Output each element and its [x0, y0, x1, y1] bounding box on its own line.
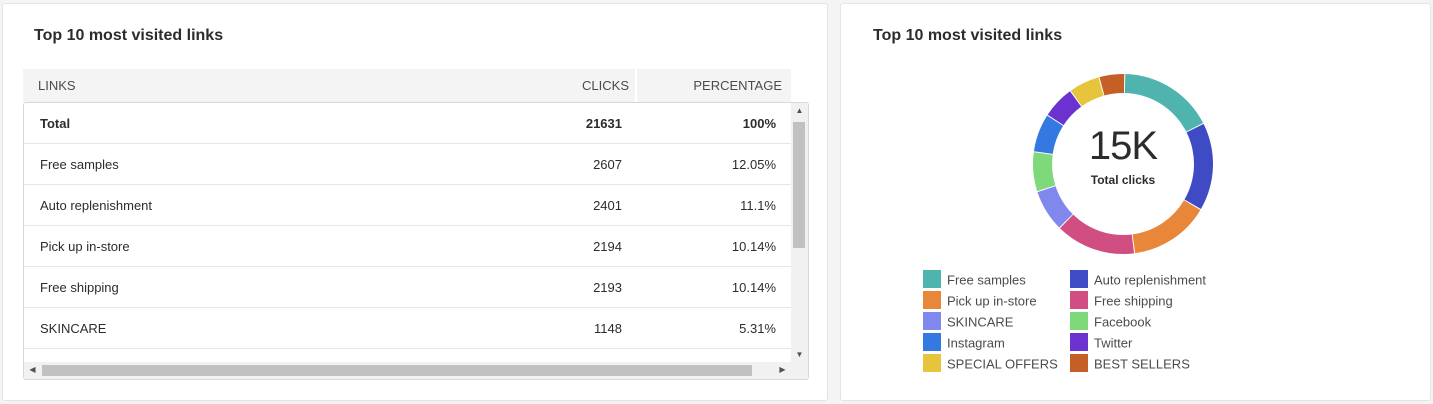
- legend-item[interactable]: Facebook: [1070, 312, 1152, 334]
- table-row: Pick up in-store 2194 10.14%: [24, 226, 791, 267]
- percentage-cell: 12.05%: [731, 157, 776, 172]
- table-row-total: Total 21631 100%: [24, 103, 791, 144]
- table-body: Total 21631 100% Free samples 2607 12.05…: [23, 102, 809, 380]
- link-cell: Free shipping: [40, 280, 119, 295]
- donut-slice-pick-up-in-store[interactable]: [1132, 200, 1201, 254]
- column-header-percentage[interactable]: PERCENTAGE: [693, 78, 782, 93]
- table-row: Free shipping 2193 10.14%: [24, 267, 791, 308]
- card-title: Top 10 most visited links: [34, 27, 224, 44]
- links-table-card: Top 10 most visited links LINKS CLICKS P…: [2, 3, 828, 401]
- clicks-cell: 21631: [585, 116, 622, 131]
- legend-swatch: [1070, 333, 1088, 351]
- link-cell: Total: [40, 116, 71, 131]
- percentage-cell: 10.14%: [731, 280, 776, 295]
- percentage-cell: 5.31%: [739, 321, 776, 336]
- scroll-up-arrow-icon[interactable]: ▲: [795, 106, 804, 115]
- links-donut-card: Top 10 most visited links 15K Total clic…: [840, 3, 1431, 401]
- table-header: LINKS CLICKS PERCENTAGE: [23, 69, 791, 102]
- legend-swatch: [1070, 354, 1088, 372]
- donut-center-label: Total clicks: [1090, 173, 1156, 187]
- scroll-down-arrow-icon[interactable]: ▼: [795, 350, 804, 359]
- percentage-cell: 100%: [742, 116, 776, 131]
- link-cell: SKINCARE: [40, 321, 107, 336]
- legend-label: Free samples: [947, 272, 1026, 288]
- legend-label: Twitter: [1094, 335, 1133, 351]
- percentage-cell: 10.14%: [731, 239, 776, 254]
- column-header-clicks[interactable]: CLICKS: [582, 78, 629, 93]
- donut-slice-facebook[interactable]: [1033, 152, 1056, 192]
- donut-slice-free-shipping[interactable]: [1059, 214, 1135, 254]
- legend-label: Auto replenishment: [1094, 272, 1207, 288]
- legend-label: Free shipping: [1094, 293, 1173, 309]
- column-header-links[interactable]: LINKS: [38, 78, 76, 93]
- donut-slice-skincare[interactable]: [1037, 186, 1073, 228]
- legend-item[interactable]: SPECIAL OFFERS: [923, 354, 1058, 376]
- legend-label: SKINCARE: [947, 314, 1014, 330]
- legend-swatch: [923, 354, 941, 372]
- donut-slice-free-samples[interactable]: [1124, 74, 1204, 132]
- link-cell: Auto replenishment: [40, 198, 153, 213]
- legend-swatch: [1070, 270, 1088, 288]
- legend-item[interactable]: Free shipping: [1070, 291, 1173, 313]
- donut-slice-instagram[interactable]: [1033, 115, 1064, 154]
- legend-label: BEST SELLERS: [1094, 356, 1190, 372]
- legend-label: Pick up in-store: [947, 293, 1037, 309]
- legend-item[interactable]: Free samples: [923, 270, 1026, 292]
- legend-item[interactable]: BEST SELLERS: [1070, 354, 1190, 376]
- donut-slice-special-offers[interactable]: [1070, 77, 1104, 107]
- link-cell: Pick up in-store: [40, 239, 130, 254]
- donut-center-value: 15K: [1088, 124, 1158, 168]
- donut-slice-auto-replenishment[interactable]: [1184, 123, 1213, 210]
- donut-slice-twitter[interactable]: [1047, 91, 1082, 126]
- donut-slice-best-sellers[interactable]: [1099, 74, 1125, 96]
- legend-item[interactable]: Twitter: [1070, 333, 1133, 355]
- legend-item[interactable]: Pick up in-store: [923, 291, 1037, 313]
- clicks-cell: 2194: [593, 239, 622, 254]
- legend-swatch: [1070, 312, 1088, 330]
- scroll-right-arrow-icon[interactable]: ▶: [779, 365, 786, 374]
- clicks-cell: 1148: [594, 321, 622, 336]
- legend-label: Instagram: [947, 335, 1005, 351]
- horizontal-scroll-thumb[interactable]: [42, 365, 752, 376]
- percentage-cell: 11.1%: [740, 198, 776, 213]
- table-row: Free samples 2607 12.05%: [24, 144, 791, 185]
- legend-label: Facebook: [1094, 314, 1152, 330]
- table-row: Auto replenishment 2401 11.1%: [24, 185, 791, 226]
- clicks-cell: 2401: [593, 198, 622, 213]
- legend-swatch: [923, 333, 941, 351]
- table-row: SKINCARE 1148 5.31%: [24, 308, 791, 349]
- link-cell: Free samples: [40, 157, 119, 172]
- donut-chart: [1033, 74, 1213, 254]
- horizontal-scrollbar[interactable]: ◀ ▶: [24, 362, 808, 379]
- card-title: Top 10 most visited links: [873, 27, 1063, 44]
- legend-label: SPECIAL OFFERS: [947, 356, 1058, 372]
- clicks-cell: 2193: [593, 280, 622, 295]
- clicks-cell: 2607: [593, 157, 622, 172]
- legend-item[interactable]: Auto replenishment: [1070, 270, 1207, 292]
- legend-item[interactable]: SKINCARE: [923, 312, 1014, 334]
- vertical-scroll-thumb[interactable]: [793, 122, 805, 248]
- legend-swatch: [923, 312, 941, 330]
- legend-swatch: [1070, 291, 1088, 309]
- legend-swatch: [923, 270, 941, 288]
- legend-item[interactable]: Instagram: [923, 333, 1005, 355]
- legend-swatch: [923, 291, 941, 309]
- scroll-left-arrow-icon[interactable]: ◀: [29, 365, 36, 374]
- column-divider: [635, 69, 637, 102]
- vertical-scrollbar[interactable]: ▲ ▼: [791, 103, 808, 363]
